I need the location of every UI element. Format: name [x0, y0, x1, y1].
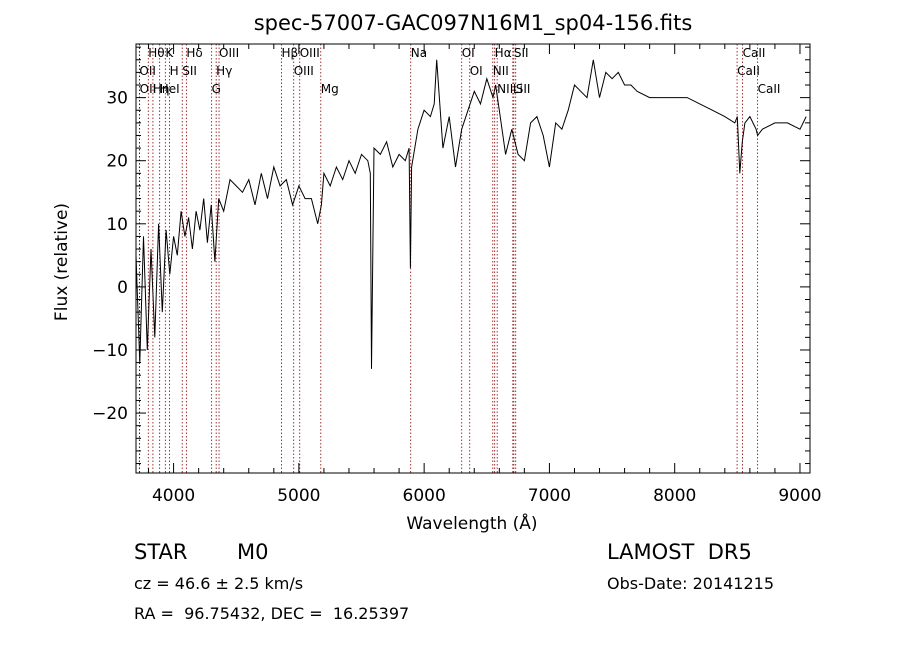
line-label: Mg: [321, 82, 339, 96]
x-tick-label: 7000: [528, 486, 571, 506]
line-label: Hθ: [148, 46, 164, 60]
x-tick-label: 8000: [653, 486, 696, 506]
line-label: CaII: [737, 64, 760, 78]
x-axis: 4000 5000 6000 7000 8000 9000: [148, 44, 822, 506]
line-label: G: [212, 82, 221, 96]
spectrum-line: [135, 59, 807, 369]
line-label: OI: [462, 46, 475, 60]
line-label: OII: [140, 82, 157, 96]
line-label: NII: [497, 82, 513, 96]
y-tick-label: −10: [92, 341, 128, 361]
line-label: OIII: [294, 64, 314, 78]
line-label: CaII: [758, 82, 781, 96]
coordinates: RA = 96.75432, DEC = 16.25397: [134, 604, 410, 623]
emission-line-labels: HθOIIOIIHηHeIKHHδSIIOIIIHγGHβOIIIOIIIMgN…: [139, 46, 780, 96]
line-label: HeI: [160, 82, 180, 96]
line-label: SII: [182, 64, 197, 78]
x-tick-label: 4000: [152, 486, 195, 506]
survey-name: LAMOST DR5: [607, 540, 752, 564]
line-label: NII: [493, 64, 509, 78]
y-axis-label: Flux (relative): [52, 203, 72, 321]
redshift-cz: cz = 46.6 ± 2.5 km/s: [134, 574, 304, 593]
line-label: OIII: [219, 46, 239, 60]
line-label: OII: [139, 64, 156, 78]
line-label: Hα: [495, 46, 512, 60]
line-label: OIII: [300, 46, 320, 60]
emission-line-markers: [138, 44, 759, 473]
chart-title: spec-57007-GAC097N16M1_sp04-156.fits: [254, 11, 693, 36]
y-tick-label: 0: [117, 278, 128, 298]
line-label: Hβ: [281, 46, 298, 60]
x-tick-label: 9000: [778, 486, 821, 506]
line-label: K: [165, 46, 174, 60]
line-label: Hγ: [216, 64, 232, 78]
x-tick-label: 5000: [277, 486, 320, 506]
object-subclass: M0: [237, 540, 269, 564]
y-tick-label: −20: [92, 404, 128, 424]
line-label: OI: [470, 64, 483, 78]
y-tick-label: 30: [106, 89, 128, 109]
plot-frame: [135, 43, 811, 474]
line-label: Hη: [153, 82, 170, 96]
line-label: H: [170, 64, 179, 78]
line-label: SII: [516, 82, 531, 96]
x-tick-label: 6000: [403, 486, 446, 506]
line-label: Li: [513, 82, 523, 96]
line-label: Na: [411, 46, 427, 60]
x-axis-label: Wavelength (Å): [406, 512, 537, 534]
observation-date: Obs-Date: 20141215: [607, 574, 775, 593]
object-class: STAR: [134, 540, 188, 564]
line-label: Hδ: [186, 46, 202, 60]
line-label: SII: [514, 46, 529, 60]
y-axis: −20 −10 0 10 20 30: [92, 46, 810, 465]
y-tick-label: 20: [106, 152, 128, 172]
line-label: CaII: [743, 46, 766, 60]
y-tick-label: 10: [106, 215, 128, 235]
